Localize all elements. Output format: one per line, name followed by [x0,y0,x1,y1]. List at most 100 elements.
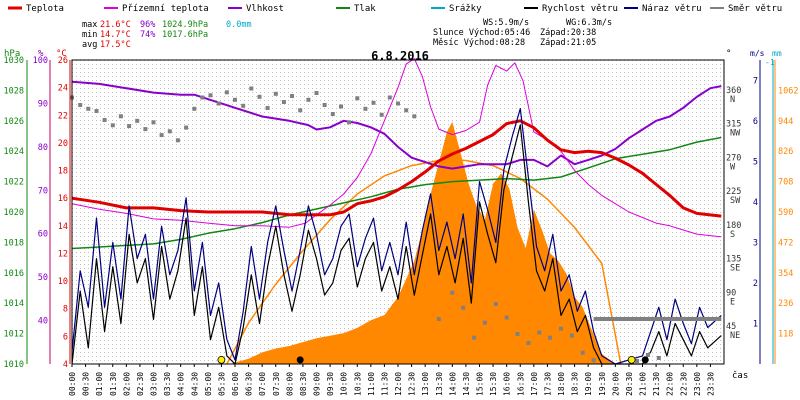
hpa-tick-label: 1016 [4,269,24,279]
x-tick-label: 11:30 [380,372,389,396]
legend-label-pressure: Tlak [354,4,376,14]
x-tick-label: 13:00 [421,372,430,396]
wind-direction-point [450,290,455,295]
info-sun-set: Západ:20:38 [540,28,596,38]
legend-label-ground-temperature: Přízemní teplota [122,4,209,14]
wind-direction-point [548,335,553,340]
wind-direction-point [102,118,107,122]
x-axis-label: čas [732,370,748,381]
x-tick-label: 06:30 [245,372,254,396]
stats-min-temp: 14.7°C [100,30,131,40]
solar-layer [229,121,616,364]
x-tick-label: 00:30 [82,372,91,396]
wind-direction-point [412,114,417,119]
x-tick-label: 03:00 [150,372,159,396]
solar-tick-label: 236 [778,299,793,309]
temp-axis-unit: °C [56,49,67,59]
solar-tick-label: 118 [778,330,793,340]
solar-tick-label: 944 [778,117,793,127]
wind-direction-point [482,320,487,325]
legend-label-wind-speed: Rychlost větru [542,4,618,14]
wind-direction-point [355,96,360,101]
wind-direction-point [265,106,270,110]
x-tick-label: 08:00 [285,372,294,396]
wind-direction-point [537,330,542,335]
x-tick-label: 22:30 [679,372,688,396]
info-wind-speed: WS:5.9m/s [483,18,529,28]
x-tick-label: 11:00 [367,372,376,396]
stats-max-pressure: 1024.9hPa [162,20,208,30]
pct-tick-label: 70 [38,186,48,196]
hpa-tick-label: 1020 [4,208,24,218]
wind-direction-point [322,103,327,107]
temp-tick-label: 14 [58,222,68,232]
stats-avg-temp: 17.5°C [100,40,131,50]
solar-tick-label: 590 [778,208,793,218]
x-tick-label: 03:30 [163,372,172,396]
temp-tick-label: 24 [58,84,68,94]
wind-direction-point [580,350,585,355]
x-tick-label: 14:00 [448,372,457,396]
direction-tick-degrees: 180 [726,221,741,231]
wind-direction-point [78,103,83,107]
temp-tick-label: 12 [58,249,68,259]
stats-block: max 21.6°C 96% 1024.9hPa 0.0mm min 14.7°… [82,20,252,50]
x-tick-label: 15:30 [489,372,498,396]
x-tick-label: 07:30 [272,372,281,396]
moon-marker [641,356,649,364]
wind-direction-point [216,101,221,106]
x-tick-label: 09:00 [313,372,322,396]
temp-tick-label: 6 [63,332,68,342]
hpa-tick-label: 1010 [4,360,24,370]
hpa-tick-label: 1028 [4,86,24,96]
direction-tick-degrees: 270 [726,153,741,163]
x-tick-label: 04:30 [190,372,199,396]
solar-tick-label: 1062 [778,86,798,96]
tick-layer: 1010101210141016101810201022102410261028… [4,56,799,396]
direction-tick-degrees: 45 [726,322,736,332]
x-tick-label: 17:00 [530,372,539,396]
wind-tick-label: 1 [753,319,758,329]
wind-tick-label: 5 [753,157,758,167]
wind-direction-point [363,106,368,111]
wind-direction-point [208,93,213,98]
wind-direction-point [281,100,286,104]
wind-gust-line [71,107,722,365]
ground-temperature-line [71,58,722,238]
pct-tick-label: 100 [33,56,48,66]
wind-direction-point [175,138,180,143]
x-tick-label: 04:00 [177,372,186,396]
direction-tick-degrees: 135 [726,255,741,265]
wind-tick-label: 7 [753,76,758,86]
temp-tick-label: 16 [58,194,68,204]
x-tick-label: 02:30 [136,372,145,396]
temp-tick-label: 4 [63,360,68,370]
wind-direction-point [656,356,661,360]
stats-max-rain: 0.0mm [226,20,252,30]
wind-direction-point [569,333,574,338]
temp-tick-label: 20 [58,139,68,149]
axis-lines [26,60,776,364]
series-layer [70,58,722,365]
x-tick-label: 22:00 [666,372,675,396]
x-tick-label: 09:30 [326,372,335,396]
direction-axis-unit: ° [726,49,731,59]
x-tick-label: 01:00 [95,372,104,396]
wind-direction-point [249,86,254,91]
hpa-tick-label: 1026 [4,117,24,127]
x-tick-label: 15:00 [476,372,485,396]
hpa-tick-label: 1018 [4,238,24,248]
wind-direction-point [127,124,132,129]
solar-tick-label: 472 [778,238,793,248]
temp-tick-label: 26 [58,56,68,66]
stats-max-humidity: 96% [140,20,155,30]
wind-direction-point [404,108,409,113]
legend-label-wind-gust: Náraz větru [642,4,702,14]
stats-min-label: min [82,30,97,40]
x-tick-label: 02:00 [122,372,131,396]
info-sun-rise: Slunce Východ:05:46 [433,28,530,38]
wind-direction-point [493,302,498,306]
direction-tick-name: NW [730,129,741,139]
solar-radiation-area [229,121,616,364]
wind-direction-point [290,94,294,98]
